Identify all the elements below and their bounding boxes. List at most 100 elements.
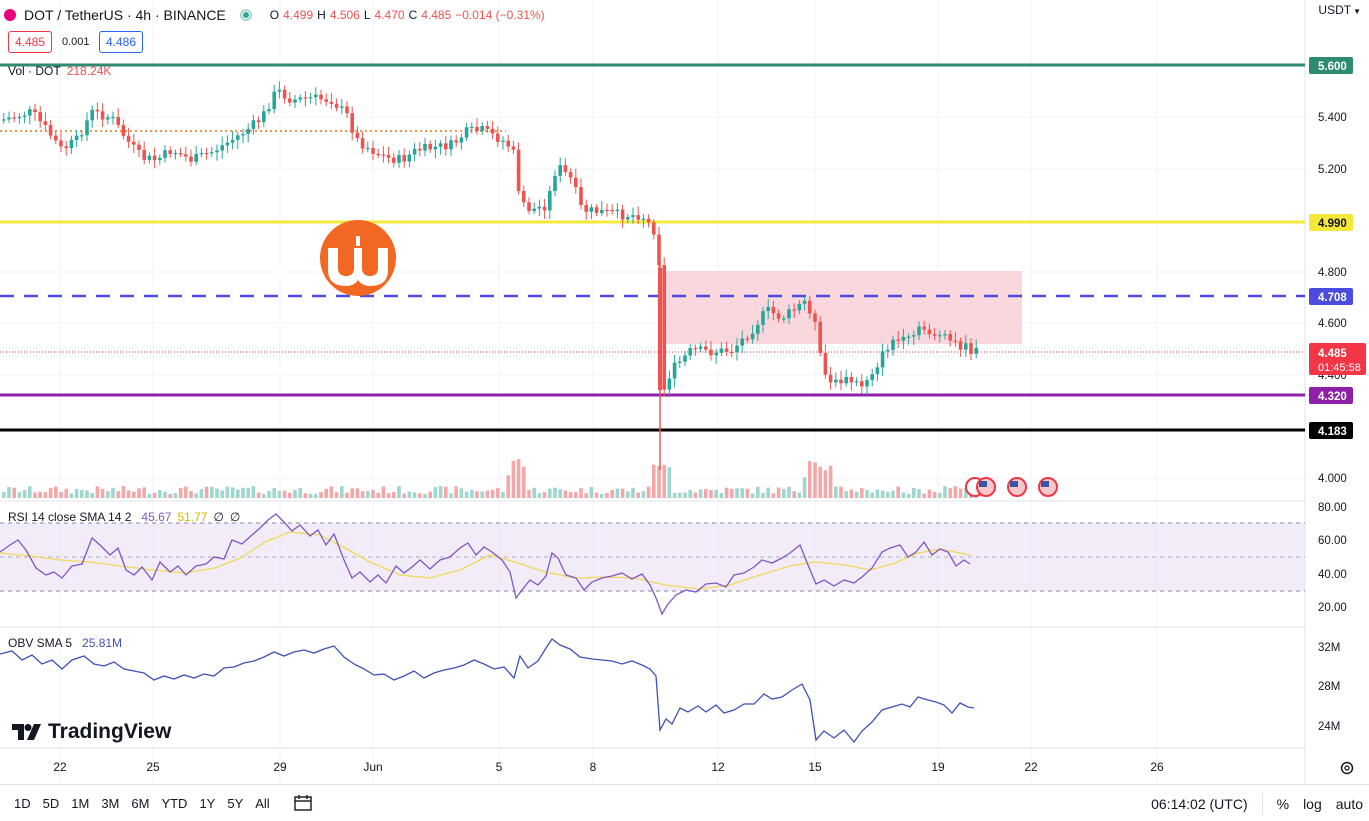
buy-price-button[interactable]: 4.486: [99, 31, 144, 53]
obv-legend[interactable]: OBV SMA 5 25.81M: [8, 636, 122, 650]
candle-body: [444, 143, 448, 150]
volume-bar: [865, 489, 869, 498]
volume-legend-value: 218.24K: [66, 64, 112, 78]
change-value: −0.014 (−0.31%): [455, 8, 545, 22]
candle-body: [423, 143, 427, 151]
volume-bar: [412, 492, 417, 498]
volume-bar: [381, 486, 386, 498]
candle-body: [776, 313, 781, 319]
volume-bar: [236, 489, 240, 498]
rsi-legend[interactable]: RSI 14 close SMA 14 2 45.67 51.77 ∅ ∅: [8, 510, 240, 524]
candle-body: [163, 150, 167, 158]
candle-body: [64, 146, 68, 149]
volume-bar: [282, 490, 287, 498]
volume-bar: [350, 488, 354, 498]
log-scale-toggle[interactable]: log: [1303, 795, 1322, 812]
sell-price-button[interactable]: 4.485: [8, 31, 53, 53]
rsi-sma-line[interactable]: [0, 531, 971, 590]
candle-body: [896, 339, 900, 341]
volume-bar: [782, 489, 786, 498]
gear-icon[interactable]: [1339, 760, 1355, 776]
candle-body: [823, 352, 828, 375]
candle-body: [459, 137, 464, 143]
symbol-title[interactable]: DOT / TetherUS · 4h · BINANCE: [4, 7, 226, 23]
clock-label[interactable]: 06:14:02 (UTC): [1151, 795, 1248, 812]
volume-bar: [48, 487, 53, 498]
volume-bar: [802, 477, 807, 498]
price-tick: 4.800: [1318, 267, 1347, 279]
symbol-label[interactable]: DOT / TetherUS · 4h · BINANCE: [24, 7, 226, 23]
percent-scale-toggle[interactable]: %: [1276, 795, 1290, 812]
close-value: 4.485: [421, 8, 452, 22]
range-1m[interactable]: 1M: [71, 795, 90, 811]
obv-line[interactable]: [0, 638, 975, 744]
volume-bar: [704, 489, 708, 498]
volume-bar: [667, 467, 672, 498]
rsi-axis[interactable]: 80.00 60.00 40.00 20.00: [1318, 502, 1347, 614]
time-tick: 25: [146, 760, 160, 774]
volume-bar: [558, 489, 562, 498]
candle-body: [267, 109, 271, 112]
candle-body: [891, 339, 895, 350]
auto-scale-toggle[interactable]: auto: [1335, 795, 1363, 812]
candle-body: [366, 147, 370, 150]
candle-body: [69, 139, 74, 149]
candle-body: [496, 133, 500, 142]
candle-body: [652, 222, 656, 235]
time-tick: 5: [496, 760, 503, 774]
volume-bar: [875, 489, 880, 498]
economic-events[interactable]: [965, 477, 1058, 497]
tradingview-icon: [12, 724, 41, 740]
volume-bar: [246, 488, 250, 498]
range-3m[interactable]: 3M: [101, 795, 120, 811]
volume-bar: [574, 492, 578, 498]
candle-body: [574, 177, 578, 188]
candle-body: [792, 309, 796, 311]
volume-bar: [33, 492, 37, 498]
volume-bar: [85, 490, 89, 498]
time-axis[interactable]: 22 25 29 Jun 5 8 12 15 19 22 26: [53, 760, 1164, 774]
resistance-zone[interactable]: [660, 271, 1022, 344]
range-6m[interactable]: 6M: [131, 795, 150, 811]
volume-bar: [355, 488, 360, 498]
rsi-line[interactable]: [0, 513, 971, 616]
obv-axis[interactable]: 32M 28M 24M: [1318, 642, 1340, 733]
volume-bar: [106, 491, 110, 498]
candle-body: [485, 126, 490, 129]
currency-selector[interactable]: USDT ▼: [1318, 3, 1361, 17]
candle-body: [241, 134, 245, 136]
rsi-value: 45.67: [141, 510, 172, 524]
volume-bar: [407, 491, 412, 498]
candle-body: [334, 103, 339, 108]
market-status-icon[interactable]: [239, 9, 252, 21]
volume-bar: [17, 492, 22, 498]
tradingview-logo[interactable]: TradingView: [12, 720, 171, 744]
candle-body: [938, 335, 942, 337]
volume-legend[interactable]: Vol · DOT 218.24K: [8, 64, 111, 78]
candle-body: [563, 165, 568, 173]
go-to-date-icon[interactable]: [294, 794, 314, 812]
candle-body: [132, 141, 136, 145]
chart-canvas[interactable]: 5.400 5.200 4.800 4.600 4.400 4.000 5.60…: [0, 0, 1369, 784]
range-5y[interactable]: 5Y: [227, 795, 244, 811]
volume-bar: [173, 493, 178, 498]
volume-bar: [912, 487, 916, 498]
volume-bar: [683, 492, 687, 498]
range-ytd[interactable]: YTD: [161, 795, 188, 811]
volume-bar: [54, 486, 58, 498]
volume-bar: [298, 488, 302, 498]
volume-bar: [522, 466, 526, 498]
level-labels[interactable]: 5.600 4.990 4.708 4.485 01:45:58 4.320 4…: [1309, 57, 1366, 439]
candle-body: [849, 377, 854, 383]
candle-body: [277, 89, 282, 92]
range-1y[interactable]: 1Y: [199, 795, 216, 811]
candle-body: [964, 343, 968, 350]
range-all[interactable]: All: [255, 795, 270, 811]
range-1d[interactable]: 1D: [14, 795, 31, 811]
volume-bar: [646, 486, 651, 498]
candle-body: [828, 374, 833, 383]
volume-bar: [475, 491, 479, 498]
candle-body: [886, 349, 890, 352]
volume-bar: [605, 493, 609, 498]
range-5d[interactable]: 5D: [42, 795, 60, 811]
